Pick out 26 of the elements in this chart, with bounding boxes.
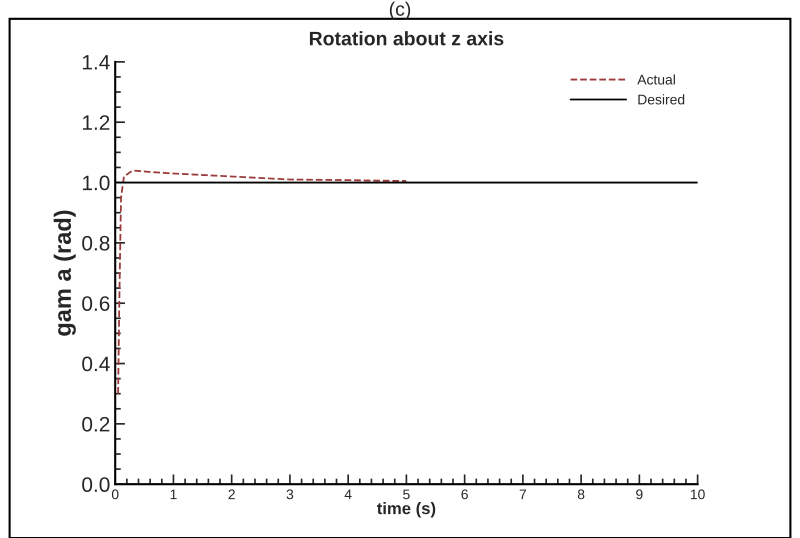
x-tick-label: 4 [344, 490, 352, 500]
y-tick-label: 1.0 [82, 176, 110, 190]
y-tick-label: 0.6 [82, 296, 110, 311]
x-tick-label: 2 [228, 489, 235, 500]
x-tick-label: 9 [636, 489, 643, 500]
x-axis-title: time (s) [376, 502, 436, 518]
y-tick-label: 1.4 [82, 55, 110, 70]
x-tick-label: 0 [112, 489, 119, 500]
legend-label: Desired [638, 94, 684, 104]
x-tick-label: 1 [170, 490, 177, 500]
x-tick-label: 10 [690, 489, 705, 500]
y-axis-title: gam a (rad) [54, 210, 76, 336]
x-tick-label: 6 [461, 489, 468, 500]
y-tick-label: 0.0 [82, 477, 110, 492]
x-tick-label: 5 [403, 490, 410, 500]
y-tick-label: 0.2 [82, 416, 110, 432]
y-tick-label: 0.8 [82, 236, 110, 251]
text: (c) [390, 2, 410, 20]
x-tick-label: 8 [578, 489, 584, 500]
y-tick-label: 0.4 [82, 356, 110, 372]
legend-label: Actual [637, 74, 675, 85]
chart-title: Rotation about z axis [310, 31, 504, 46]
line-series [117, 170, 408, 395]
y-tick-label: 1.2 [82, 115, 110, 130]
x-tick-label: 3 [286, 489, 294, 500]
x-tick-label: 7 [520, 490, 526, 500]
